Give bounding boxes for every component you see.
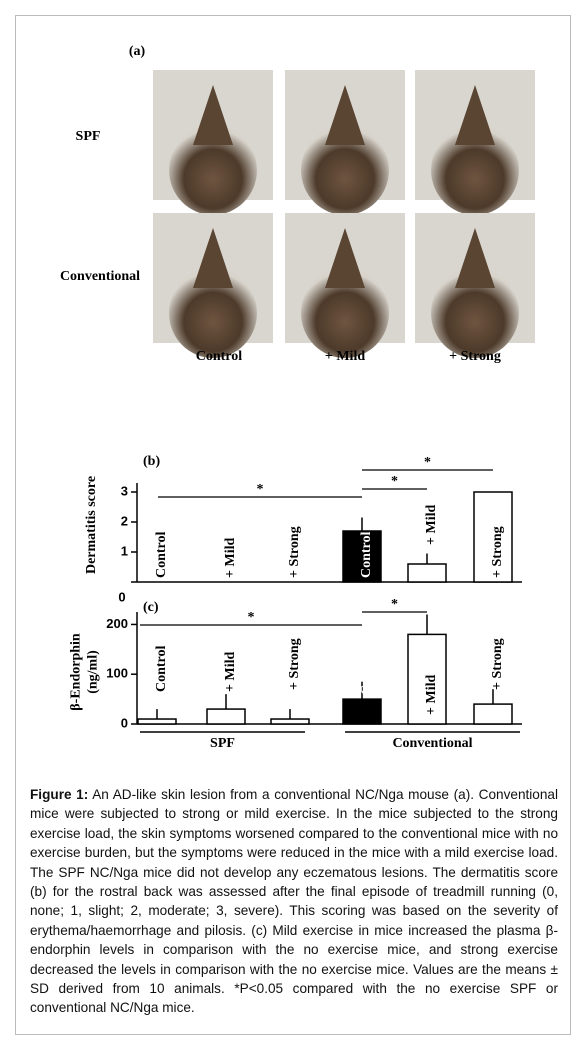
significance-label: * [391,474,398,489]
mouse-body [169,268,257,358]
figure-frame [15,15,571,1035]
figure: (a) SPF Conventional Control + Mild + St… [60,44,535,751]
mouse-body [431,125,519,215]
panel-label: (c) [143,600,159,615]
y-axis-label: β-Endorphin [69,633,84,711]
mouse-head [193,228,233,288]
mouse-body [431,268,519,358]
bar [342,698,382,725]
y-tick-label: 2 [121,513,128,528]
category-label: + Strong [490,526,505,578]
mouse-body [301,268,389,358]
group-label: SPF [210,736,235,751]
panel-label: (b) [143,454,160,469]
category-label: + Strong [490,638,505,690]
mouse-body [301,125,389,215]
bar [342,530,382,583]
bar [206,708,246,725]
row-label: SPF [76,129,101,144]
panel-label: (a) [129,44,146,59]
y-axis-label: Dermatitis score [84,476,99,574]
significance-label: * [391,597,398,612]
y-axis-label: (ng/ml) [86,650,101,694]
category-label: Control [154,531,169,578]
y-tick-label: 0 [121,715,128,730]
y-tick-label: 1 [121,543,128,558]
bar [407,633,447,725]
group-label: Conventional [392,736,472,751]
column-label: + Mild [325,349,365,364]
bar [137,718,177,725]
significance-label: * [424,455,431,470]
category-label: Control [154,645,169,692]
category-label: Control [359,531,374,578]
caption-text: An AD-like skin lesion from a convention… [30,787,559,1016]
bar [407,563,447,583]
photo-grid [153,70,535,358]
mouse-head [455,85,495,145]
y-tick-label: 3 [121,483,128,498]
column-label: Control [196,349,243,364]
y-tick-label: 0 [118,589,125,604]
category-label: + Mild [223,652,238,692]
mouse-head [325,85,365,145]
bar [473,491,513,583]
y-tick-label: 100 [106,666,128,681]
column-label: + Strong [449,349,501,364]
category-label: + Strong [287,526,302,578]
category-label: + Mild [424,675,439,715]
category-label: + Mild [223,538,238,578]
significance-label: * [248,610,255,625]
row-label: Conventional [60,269,140,284]
mouse-head [325,228,365,288]
y-tick-label: 200 [106,616,128,631]
bar [270,718,310,725]
mouse-head [455,228,495,288]
category-label: Control [359,648,374,695]
bar [473,703,513,725]
mouse-head [193,85,233,145]
category-label: + Strong [287,638,302,690]
caption-label: Figure 1: [30,787,89,802]
significance-label: * [257,482,264,497]
mouse-body [169,125,257,215]
caption: Figure 1: An AD-like skin lesion from a … [30,785,558,1018]
category-label: + Mild [424,505,439,545]
